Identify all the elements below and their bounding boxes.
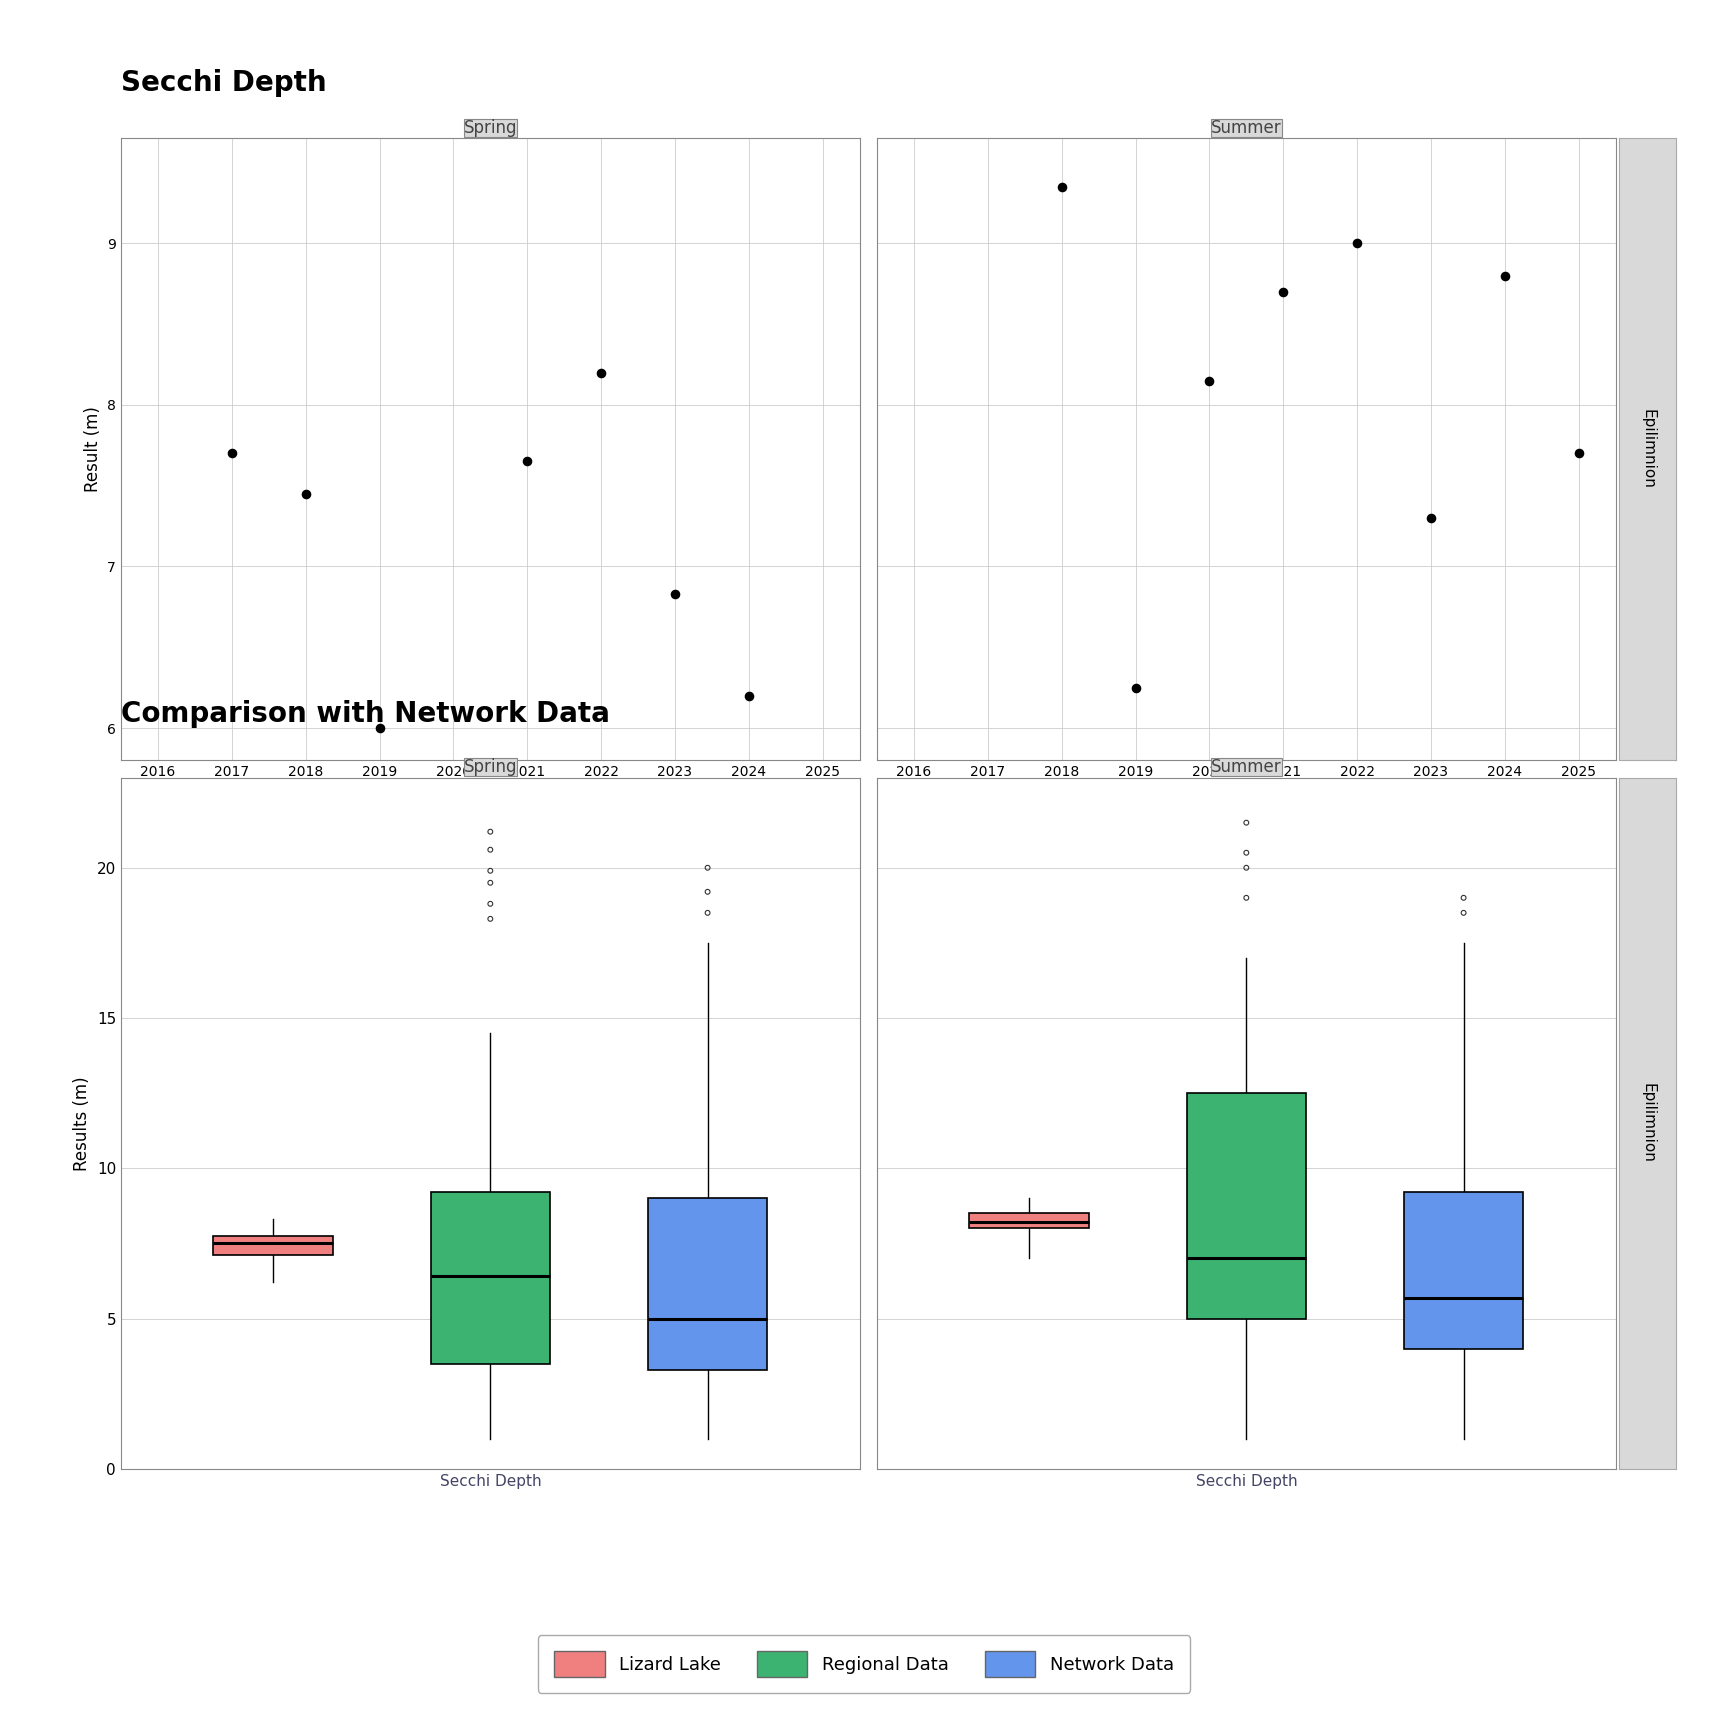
Point bbox=[1343, 230, 1370, 257]
Point bbox=[477, 836, 505, 864]
Point bbox=[1232, 885, 1260, 912]
Bar bbox=[1187, 1094, 1306, 1318]
Text: Epilimnion: Epilimnion bbox=[1640, 410, 1655, 489]
Bar bbox=[648, 1198, 767, 1370]
Point bbox=[477, 857, 505, 885]
Title: Spring: Spring bbox=[463, 119, 517, 137]
Y-axis label: Results (m): Results (m) bbox=[73, 1077, 92, 1170]
Point bbox=[1491, 261, 1519, 289]
Point bbox=[662, 581, 689, 608]
Bar bbox=[213, 1236, 334, 1256]
Text: Secchi Depth: Secchi Depth bbox=[121, 69, 327, 97]
Bar bbox=[430, 1192, 550, 1363]
Title: Spring: Spring bbox=[463, 759, 517, 776]
Point bbox=[477, 817, 505, 845]
Bar bbox=[969, 1213, 1089, 1229]
Point bbox=[513, 448, 541, 475]
Point bbox=[1450, 899, 1477, 926]
Point bbox=[1047, 173, 1075, 200]
Legend: Lizard Lake, Regional Data, Network Data: Lizard Lake, Regional Data, Network Data bbox=[537, 1635, 1191, 1693]
Point bbox=[477, 905, 505, 933]
Title: Summer: Summer bbox=[1211, 759, 1282, 776]
Point bbox=[1232, 854, 1260, 881]
Point bbox=[734, 683, 762, 710]
Point bbox=[366, 714, 394, 741]
Point bbox=[1566, 439, 1593, 467]
Point bbox=[1196, 366, 1223, 394]
Point bbox=[292, 480, 320, 508]
Point bbox=[588, 359, 615, 387]
Text: Epilimnion: Epilimnion bbox=[1640, 1083, 1655, 1163]
Point bbox=[1270, 278, 1298, 306]
Title: Summer: Summer bbox=[1211, 119, 1282, 137]
Point bbox=[1450, 885, 1477, 912]
Y-axis label: Result (m): Result (m) bbox=[83, 406, 102, 492]
Point bbox=[1232, 838, 1260, 866]
Text: Comparison with Network Data: Comparison with Network Data bbox=[121, 700, 610, 727]
Bar bbox=[1403, 1192, 1524, 1348]
Point bbox=[477, 890, 505, 918]
Point bbox=[1417, 505, 1445, 532]
Point bbox=[693, 878, 721, 905]
Point bbox=[218, 439, 245, 467]
Point bbox=[1121, 674, 1149, 702]
Point bbox=[693, 899, 721, 926]
Point bbox=[477, 869, 505, 897]
Point bbox=[693, 854, 721, 881]
Point bbox=[1232, 809, 1260, 836]
